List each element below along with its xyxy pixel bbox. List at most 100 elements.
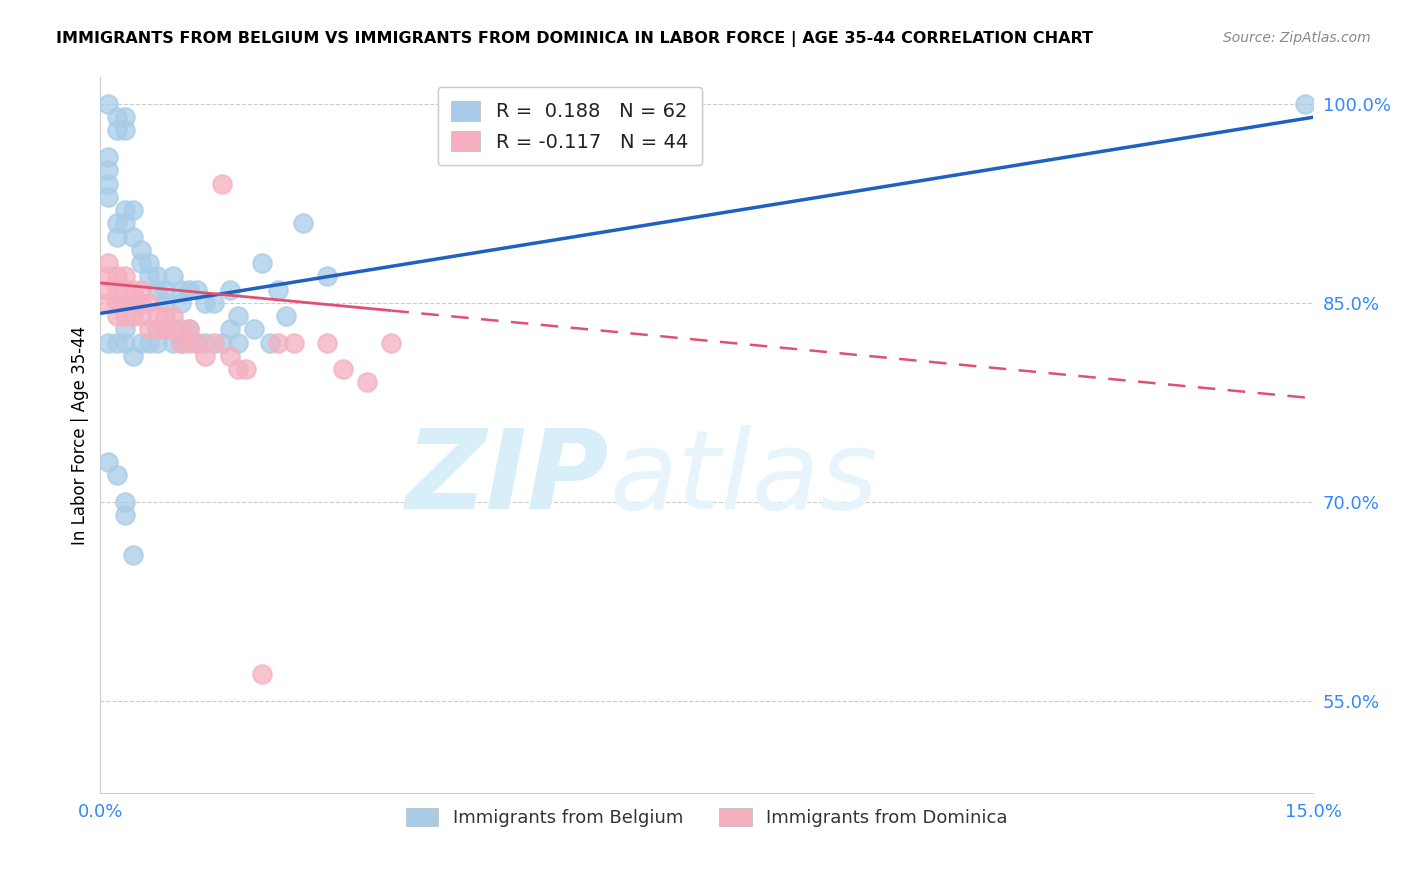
Point xyxy=(129,256,152,270)
Point xyxy=(121,202,143,217)
Point xyxy=(194,295,217,310)
Point xyxy=(315,335,337,350)
Point xyxy=(179,322,201,336)
Point xyxy=(380,335,402,350)
Text: Source: ZipAtlas.com: Source: ZipAtlas.com xyxy=(1223,31,1371,45)
Point xyxy=(121,295,143,310)
Point xyxy=(211,335,233,350)
Point xyxy=(105,309,128,323)
Point xyxy=(121,229,143,244)
Point xyxy=(186,335,208,350)
Point xyxy=(315,269,337,284)
Y-axis label: In Labor Force | Age 35-44: In Labor Force | Age 35-44 xyxy=(72,326,89,545)
Point xyxy=(97,177,120,191)
Point xyxy=(186,283,208,297)
Point xyxy=(162,309,184,323)
Point xyxy=(114,494,136,508)
Text: N =: N = xyxy=(543,110,599,128)
Point xyxy=(129,243,152,257)
Point xyxy=(114,508,136,522)
Point xyxy=(97,256,120,270)
Point xyxy=(170,335,193,350)
Point xyxy=(267,335,290,350)
Point xyxy=(114,123,136,137)
Point xyxy=(146,322,169,336)
Point xyxy=(179,335,201,350)
Point xyxy=(97,163,120,178)
Point xyxy=(129,335,152,350)
Point xyxy=(235,362,257,376)
Point xyxy=(170,283,193,297)
Point xyxy=(114,309,136,323)
Point xyxy=(153,322,176,336)
Point xyxy=(276,309,298,323)
Text: R =: R = xyxy=(446,134,488,153)
Point xyxy=(194,349,217,363)
Point xyxy=(97,335,120,350)
Point xyxy=(105,110,128,124)
Point xyxy=(250,256,273,270)
Point xyxy=(243,322,266,336)
Point xyxy=(170,295,193,310)
Point xyxy=(153,295,176,310)
Point xyxy=(105,216,128,230)
Point xyxy=(186,335,208,350)
Point xyxy=(153,283,176,297)
Point xyxy=(121,548,143,562)
Point xyxy=(97,150,120,164)
Point xyxy=(105,229,128,244)
Point xyxy=(211,177,233,191)
Point xyxy=(194,335,217,350)
Point xyxy=(202,295,225,310)
Point xyxy=(291,216,314,230)
Point xyxy=(146,283,169,297)
Point xyxy=(138,269,160,284)
Point xyxy=(226,335,249,350)
Point xyxy=(129,295,152,310)
Point xyxy=(138,322,160,336)
Point xyxy=(218,283,240,297)
Text: IMMIGRANTS FROM BELGIUM VS IMMIGRANTS FROM DOMINICA IN LABOR FORCE | AGE 35-44 C: IMMIGRANTS FROM BELGIUM VS IMMIGRANTS FR… xyxy=(56,31,1094,47)
Point xyxy=(105,468,128,483)
Point xyxy=(259,335,281,350)
Point xyxy=(170,322,193,336)
Point xyxy=(250,667,273,681)
Point xyxy=(1294,97,1316,112)
Point xyxy=(129,283,152,297)
Point xyxy=(162,269,184,284)
Point xyxy=(170,335,193,350)
Point xyxy=(97,283,120,297)
Legend: Immigrants from Belgium, Immigrants from Dominica: Immigrants from Belgium, Immigrants from… xyxy=(399,801,1015,834)
Text: N =: N = xyxy=(543,134,599,153)
Point xyxy=(162,322,184,336)
Point xyxy=(114,216,136,230)
Point xyxy=(121,309,143,323)
Point xyxy=(97,455,120,469)
Text: R =: R = xyxy=(446,110,488,128)
Point xyxy=(105,335,128,350)
Point xyxy=(105,295,128,310)
Point xyxy=(332,362,354,376)
Point xyxy=(226,309,249,323)
Point xyxy=(114,322,136,336)
Point xyxy=(218,322,240,336)
Text: ZIP: ZIP xyxy=(406,425,610,532)
Text: 44: 44 xyxy=(588,134,616,153)
Point xyxy=(105,283,128,297)
Point xyxy=(97,295,120,310)
Point xyxy=(97,97,120,112)
Point xyxy=(138,335,160,350)
Point xyxy=(138,295,160,310)
Point xyxy=(114,335,136,350)
Point xyxy=(114,295,136,310)
Point xyxy=(105,123,128,137)
Point xyxy=(356,376,378,390)
Point xyxy=(153,309,176,323)
Text: 0.188: 0.188 xyxy=(486,110,554,128)
Point xyxy=(179,283,201,297)
Point xyxy=(121,349,143,363)
Point xyxy=(146,309,169,323)
Point xyxy=(179,322,201,336)
Text: atlas: atlas xyxy=(610,425,879,532)
Point xyxy=(114,202,136,217)
